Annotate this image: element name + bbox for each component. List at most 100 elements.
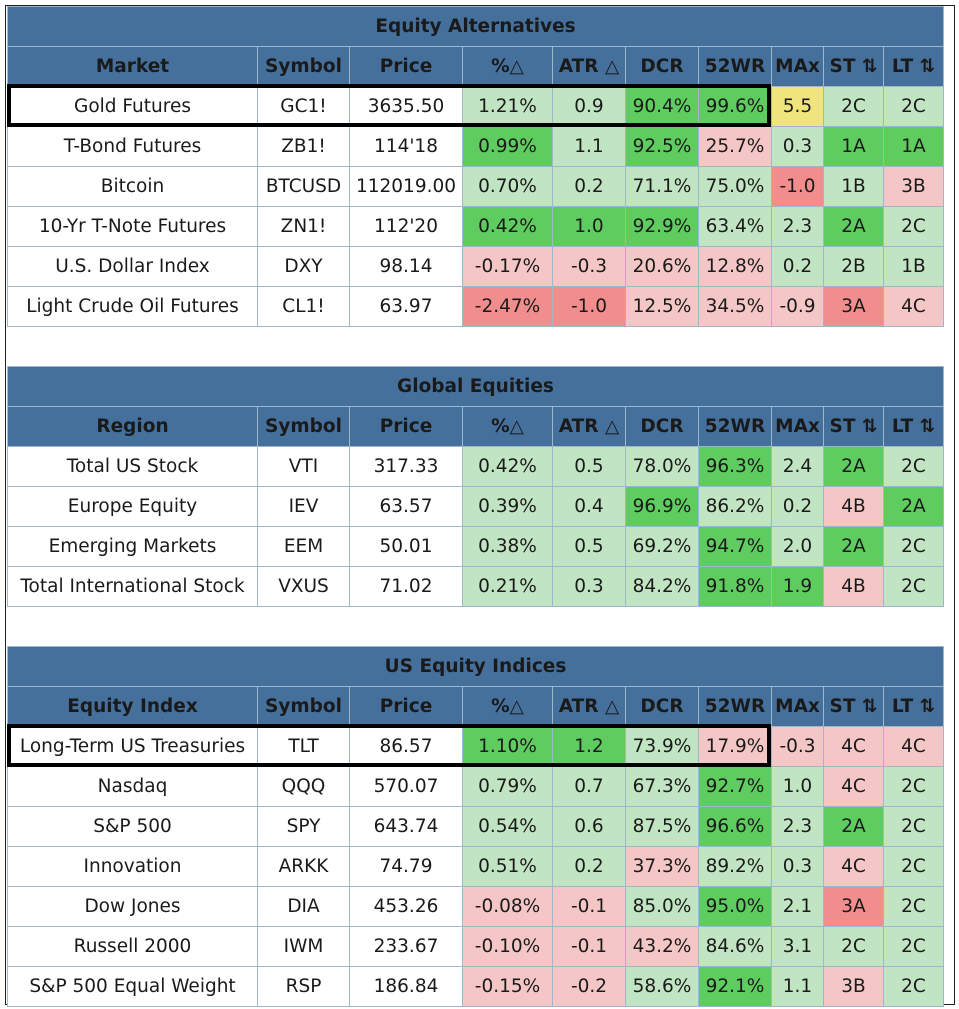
cell-name: Nasdaq: [7, 766, 258, 807]
cell-price: 50.01: [349, 526, 463, 567]
cell-price: 71.02: [349, 566, 463, 607]
header-pct-change: %△: [462, 686, 553, 727]
cell-symbol: ZN1!: [257, 206, 350, 247]
cell-52wr: 95.0%: [698, 886, 772, 927]
cell-st: 3B: [823, 966, 884, 1007]
header-pct-change: %△: [462, 406, 553, 447]
cell-dcr: 73.9%: [625, 726, 699, 767]
section-title: Equity Alternatives: [7, 6, 944, 47]
table-row: T-Bond Futures ZB1! 114'18 0.99% 1.1 92.…: [7, 126, 944, 167]
table-row: Nasdaq QQQ 570.07 0.79% 0.7 67.3% 92.7% …: [7, 766, 944, 807]
header-price: Price: [349, 46, 463, 87]
cell-dcr: 87.5%: [625, 806, 699, 847]
cell-52wr: 63.4%: [698, 206, 772, 247]
cell-symbol: DIA: [257, 886, 350, 927]
cell-max: 2.3: [771, 806, 824, 847]
table-row: S&P 500 SPY 643.74 0.54% 0.6 87.5% 96.6%…: [7, 806, 944, 847]
header-market: Market: [7, 46, 258, 87]
cell-max: 1.1: [771, 966, 824, 1007]
cell-dcr: 96.9%: [625, 486, 699, 527]
cell-atr-change: 0.5: [552, 526, 626, 567]
header-52wr: 52WR: [698, 406, 772, 447]
table-row: Europe Equity IEV 63.57 0.39% 0.4 96.9% …: [7, 486, 944, 527]
cell-lt: 2C: [883, 766, 944, 807]
cell-pct-change: 0.42%: [462, 206, 553, 247]
header-st: ST ⇅: [823, 406, 884, 447]
cell-dcr: 71.1%: [625, 166, 699, 207]
cell-st: 1B: [823, 166, 884, 207]
cell-st: 4C: [823, 726, 884, 767]
cell-pct-change: 0.42%: [462, 446, 553, 487]
table-row: Innovation ARKK 74.79 0.51% 0.2 37.3% 89…: [7, 846, 944, 887]
header-52wr: 52WR: [698, 46, 772, 87]
cell-max: 2.4: [771, 446, 824, 487]
cell-max: 3.1: [771, 926, 824, 967]
cell-52wr: 84.6%: [698, 926, 772, 967]
cell-lt: 1A: [883, 126, 944, 167]
header-st: ST ⇅: [823, 46, 884, 87]
cell-max: 5.5: [771, 86, 824, 127]
header-atr-change: ATR △: [552, 686, 626, 727]
cell-52wr: 96.6%: [698, 806, 772, 847]
cell-dcr: 37.3%: [625, 846, 699, 887]
cell-dcr: 20.6%: [625, 246, 699, 287]
cell-st: 2C: [823, 86, 884, 127]
cell-price: 74.79: [349, 846, 463, 887]
table-row: Total International Stock VXUS 71.02 0.2…: [7, 566, 944, 607]
cell-price: 86.57: [349, 726, 463, 767]
header-region: Region: [7, 406, 258, 447]
cell-atr-change: 0.7: [552, 766, 626, 807]
header-symbol: Symbol: [257, 406, 350, 447]
cell-st: 4B: [823, 566, 884, 607]
cell-max: 2.3: [771, 206, 824, 247]
cell-st: 3A: [823, 286, 884, 327]
cell-dcr: 85.0%: [625, 886, 699, 927]
cell-st: 4C: [823, 766, 884, 807]
cell-atr-change: 0.2: [552, 166, 626, 207]
cell-symbol: EEM: [257, 526, 350, 567]
cell-pct-change: 0.99%: [462, 126, 553, 167]
cell-dcr: 58.6%: [625, 966, 699, 1007]
cell-atr-change: -0.2: [552, 966, 626, 1007]
table-row: Bitcoin BTCUSD 112019.00 0.70% 0.2 71.1%…: [7, 166, 944, 207]
cell-pct-change: 0.54%: [462, 806, 553, 847]
cell-symbol: VTI: [257, 446, 350, 487]
cell-dcr: 43.2%: [625, 926, 699, 967]
header-price: Price: [349, 406, 463, 447]
cell-pct-change: 0.38%: [462, 526, 553, 567]
cell-lt: 2C: [883, 526, 944, 567]
cell-name: Total International Stock: [7, 566, 258, 607]
cell-symbol: QQQ: [257, 766, 350, 807]
header-max: MAx: [771, 406, 824, 447]
cell-pct-change: 1.10%: [462, 726, 553, 767]
cell-atr-change: 1.0: [552, 206, 626, 247]
cell-st: 3A: [823, 886, 884, 927]
header-lt: LT ⇅: [883, 406, 944, 447]
header-atr-change: ATR △: [552, 406, 626, 447]
cell-52wr: 17.9%: [698, 726, 772, 767]
cell-lt: 2A: [883, 486, 944, 527]
cell-dcr: 78.0%: [625, 446, 699, 487]
cell-name: Light Crude Oil Futures: [7, 286, 258, 327]
cell-52wr: 92.7%: [698, 766, 772, 807]
cell-symbol: CL1!: [257, 286, 350, 327]
table-row: S&P 500 Equal Weight RSP 186.84 -0.15% -…: [7, 966, 944, 1007]
cell-price: 317.33: [349, 446, 463, 487]
cell-price: 186.84: [349, 966, 463, 1007]
cell-lt: 2C: [883, 566, 944, 607]
cell-symbol: ARKK: [257, 846, 350, 887]
cell-price: 453.26: [349, 886, 463, 927]
cell-atr-change: 0.3: [552, 566, 626, 607]
cell-max: 1.0: [771, 766, 824, 807]
header-dcr: DCR: [625, 686, 699, 727]
cell-atr-change: 1.2: [552, 726, 626, 767]
cell-name: S&P 500: [7, 806, 258, 847]
cell-price: 570.07: [349, 766, 463, 807]
cell-lt: 4C: [883, 726, 944, 767]
header-pct-change: %△: [462, 46, 553, 87]
cell-atr-change: 1.1: [552, 126, 626, 167]
cell-lt: 2C: [883, 846, 944, 887]
header-lt: LT ⇅: [883, 46, 944, 87]
cell-symbol: SPY: [257, 806, 350, 847]
cell-price: 233.67: [349, 926, 463, 967]
